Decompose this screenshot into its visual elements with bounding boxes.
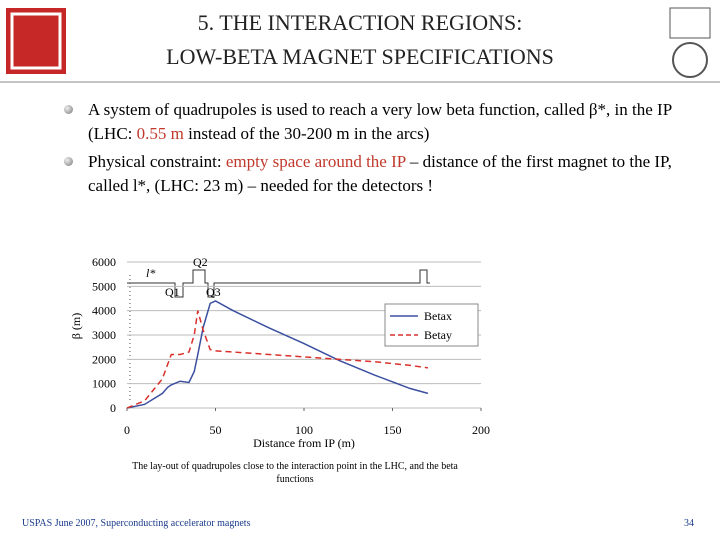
caption: The lay-out of quadrupoles close to the …: [132, 461, 458, 485]
legend-label: Betay: [424, 328, 452, 342]
bullet-highlight: 0.55 m: [136, 124, 184, 143]
x-tick-label: 150: [384, 423, 402, 437]
bullet: A system of quadrupoles is used to reach…: [88, 98, 688, 146]
x-tick-label: 200: [472, 423, 490, 437]
bullet-icon: [64, 157, 73, 166]
y-axis-label: β (m): [69, 313, 83, 339]
footer-text: USPAS June 2007, Superconducting acceler…: [22, 518, 251, 529]
bullet: Physical constraint: empty space around …: [88, 150, 688, 198]
y-tick-label: 3000: [92, 328, 116, 342]
annotation: Q1: [165, 285, 180, 299]
left-logo-mark: [10, 12, 62, 70]
bullet-highlight: empty space around the IP: [225, 152, 406, 171]
y-tick-label: 5000: [92, 279, 116, 293]
page-number: 34: [684, 518, 694, 529]
legend-label: Betax: [424, 309, 452, 323]
legend-box: [384, 303, 479, 347]
left-logo: [6, 8, 66, 74]
y-tick-label: 4000: [92, 304, 116, 318]
bullet-text: – distance of the first magnet to the IP…: [88, 152, 672, 195]
y-tick-label: 6000: [92, 255, 116, 269]
annotation: Q2: [193, 255, 208, 269]
x-tick-label: 100: [295, 423, 313, 437]
series-line: [126, 310, 429, 409]
bullet-icon: [64, 105, 73, 114]
title-line: 5. THE INTERACTION REGIONS:: [197, 10, 523, 35]
bullet-text: Physical constraint:: [88, 152, 226, 171]
y-tick-label: 1000: [92, 377, 116, 391]
cern-logo: [672, 42, 708, 78]
annotation: Q3: [206, 285, 221, 299]
x-tick-label: 50: [210, 423, 222, 437]
y-tick-label: 0: [110, 401, 116, 415]
y-tick-label: 2000: [92, 352, 116, 366]
x-tick-label: 0: [124, 423, 130, 437]
magnet-layout: [127, 269, 430, 298]
bullet-text: A system of quadrupoles is used to reach…: [88, 100, 672, 143]
right-logo: [669, 7, 711, 39]
annotation: l*: [146, 266, 155, 280]
title-line: LOW-BETA MAGNET SPECIFICATIONS: [166, 44, 554, 69]
x-axis-label: Distance from IP (m): [253, 436, 355, 450]
bullet-text: instead of the 30-200 m in the arcs): [183, 124, 430, 143]
